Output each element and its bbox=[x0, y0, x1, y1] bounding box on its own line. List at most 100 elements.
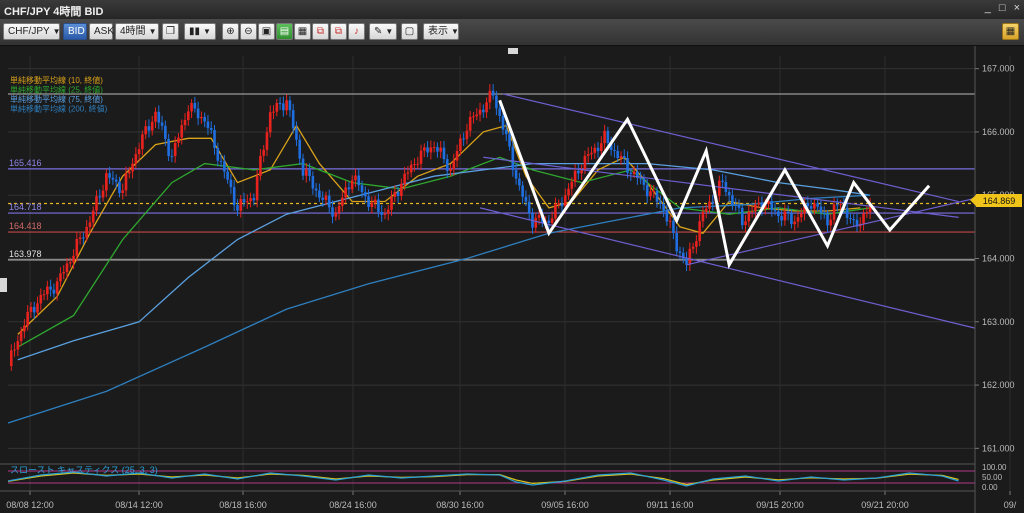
candle-body bbox=[613, 149, 616, 151]
time-tick-label: 08/30 16:00 bbox=[436, 500, 484, 510]
compare-icon[interactable]: ❐ bbox=[162, 23, 179, 40]
price-chart[interactable]: 167.000166.000165.000164.000163.000162.0… bbox=[0, 46, 1024, 513]
timeframe-select[interactable]: 4時間 ▼ bbox=[115, 23, 159, 40]
candle-body bbox=[586, 154, 590, 156]
candle-body bbox=[583, 155, 587, 170]
time-tick-label: 08/24 16:00 bbox=[329, 500, 377, 510]
candle-body bbox=[868, 204, 872, 213]
symbol-select[interactable]: CHF/JPY ▼ bbox=[3, 23, 61, 40]
candle-body bbox=[32, 306, 36, 313]
candle-body bbox=[357, 175, 361, 186]
candle-body bbox=[114, 179, 118, 182]
maximize-button[interactable]: □ bbox=[998, 2, 1006, 14]
price-tick-label: 167.000 bbox=[982, 64, 1015, 74]
time-tick-label: 08/18 16:00 bbox=[219, 500, 267, 510]
settings-grid-icon[interactable]: ▦ bbox=[1002, 23, 1019, 40]
candle-body bbox=[275, 103, 279, 112]
candle-body bbox=[652, 190, 656, 192]
candle-body bbox=[282, 103, 285, 111]
horizontal-line-label: 165.416 bbox=[9, 158, 42, 168]
candle-body bbox=[491, 90, 495, 96]
stochastic-label: スロースト キャスティクス (25, 3, 3) bbox=[10, 465, 158, 475]
candle-body bbox=[773, 209, 777, 212]
candle-body bbox=[832, 204, 836, 220]
pencil-icon: ✎ bbox=[374, 26, 383, 37]
candle-body bbox=[196, 108, 200, 119]
candle-body bbox=[272, 111, 275, 113]
ask-button[interactable]: ASK bbox=[89, 23, 114, 40]
panel-expand-handle[interactable] bbox=[0, 278, 7, 292]
time-tick-label: 09/15 20:00 bbox=[756, 500, 804, 510]
candle-body bbox=[409, 164, 413, 173]
candle-body bbox=[105, 173, 108, 191]
price-tick-label: 162.000 bbox=[982, 380, 1015, 390]
legend-entry: 単純移動平均線 (25, 終値) bbox=[10, 85, 103, 95]
time-tick-label: 08/08 12:00 bbox=[6, 500, 54, 510]
stochastic-k-line bbox=[7, 471, 959, 487]
candle-body bbox=[180, 125, 184, 138]
candle-body bbox=[603, 130, 606, 144]
candle-body bbox=[23, 325, 26, 332]
split-view-icon[interactable]: ▤ bbox=[276, 23, 293, 40]
candle-body bbox=[344, 187, 347, 198]
candle-body bbox=[734, 204, 738, 206]
candle-body bbox=[524, 196, 528, 202]
candle-body bbox=[354, 175, 357, 181]
candle-body bbox=[193, 102, 197, 109]
timeframe-value: 4時間 bbox=[120, 26, 146, 37]
candle-body bbox=[763, 204, 767, 209]
candle-body bbox=[796, 217, 800, 222]
indicator-legend: 単純移動平均線 (10, 終値)単純移動平均線 (25, 終値)単純移動平均線 … bbox=[10, 75, 108, 114]
chevron-down-icon: ▼ bbox=[203, 27, 211, 36]
zoom-out-icon[interactable]: ⊖ bbox=[240, 23, 257, 40]
minimize-button[interactable]: _ bbox=[984, 2, 991, 14]
candle-body bbox=[580, 169, 583, 174]
candle-body bbox=[550, 218, 554, 223]
chevron-down-icon: ▼ bbox=[52, 27, 61, 36]
screenshot-icon[interactable]: ▢ bbox=[401, 23, 418, 40]
candle-body bbox=[164, 125, 167, 139]
layout-icon[interactable]: ▦ bbox=[294, 23, 311, 40]
chart-type-select[interactable]: ▮▮ ▼ bbox=[184, 23, 216, 40]
alert-icon[interactable]: ♪ bbox=[348, 23, 365, 40]
candle-body bbox=[386, 209, 390, 214]
copy-icon[interactable]: ⧉ bbox=[330, 23, 347, 40]
candle-body bbox=[337, 205, 341, 213]
current-price-pointer bbox=[970, 195, 976, 206]
close-button[interactable]: × bbox=[1013, 2, 1020, 14]
candle-body bbox=[432, 147, 436, 149]
collapse-handle[interactable] bbox=[508, 48, 518, 54]
display-menu[interactable]: 表示 ▼ bbox=[423, 23, 459, 40]
candle-body bbox=[747, 211, 751, 222]
candle-body bbox=[849, 218, 852, 220]
candle-body bbox=[482, 109, 485, 113]
zoom-in-icon[interactable]: ⊕ bbox=[222, 23, 239, 40]
moving-averages bbox=[7, 124, 871, 424]
candle-body bbox=[465, 130, 469, 140]
candle-body bbox=[95, 196, 98, 211]
order-icon[interactable]: ⧉ bbox=[312, 23, 329, 40]
candle-body bbox=[649, 191, 652, 197]
candle-body bbox=[137, 149, 141, 155]
candle-body bbox=[691, 246, 695, 249]
candle-body bbox=[445, 159, 449, 172]
draw-tool-select[interactable]: ✎ ▼ bbox=[369, 23, 397, 40]
stochastic-tick-label: 100.00 bbox=[982, 463, 1007, 472]
chart-toolbar: CHF/JPY ▼ BID ASK 4時間 ▼ ❐ ▮▮ ▼ ⊕ ⊖ ▣ ▤ ▦ ⧉ … bbox=[0, 19, 1024, 46]
candle-body bbox=[449, 169, 452, 172]
chevron-down-icon: ▼ bbox=[148, 27, 157, 36]
candle-body bbox=[154, 111, 157, 122]
chevron-down-icon: ▼ bbox=[451, 27, 459, 36]
candle-body bbox=[42, 294, 46, 296]
candle-body bbox=[318, 190, 321, 198]
candle-body bbox=[183, 120, 187, 126]
chart-window-icon[interactable]: ▣ bbox=[258, 23, 275, 40]
candle-body bbox=[314, 188, 318, 191]
candle-body bbox=[678, 251, 682, 253]
candle-body bbox=[616, 150, 620, 159]
candle-body bbox=[790, 213, 793, 225]
candle-body bbox=[606, 130, 610, 143]
candle-body bbox=[527, 201, 531, 214]
bid-button[interactable]: BID bbox=[63, 23, 87, 40]
candle-body bbox=[809, 206, 813, 209]
